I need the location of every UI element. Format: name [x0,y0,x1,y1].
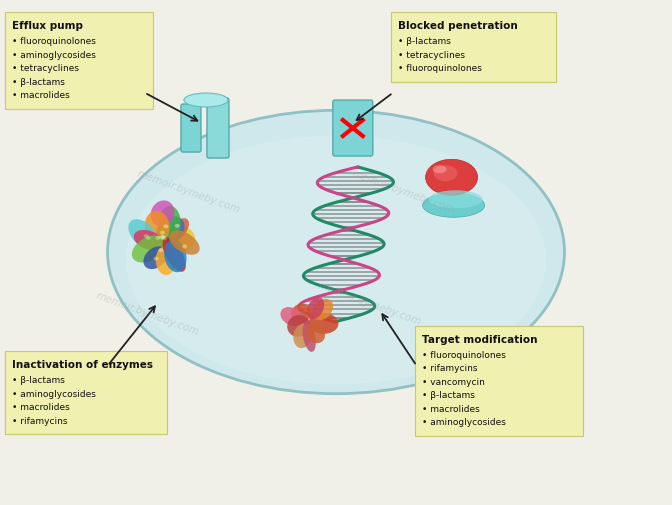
Text: • β-lactams: • β-lactams [11,375,65,384]
Text: • rifamycins: • rifamycins [421,364,477,373]
Ellipse shape [423,194,485,218]
Text: Efflux pump: Efflux pump [11,21,83,31]
Ellipse shape [144,212,169,243]
Ellipse shape [160,231,165,235]
Text: memoir.bymeby.com: memoir.bymeby.com [350,169,456,215]
Text: Inactivation of enzymes: Inactivation of enzymes [11,360,153,370]
Ellipse shape [143,247,167,270]
Ellipse shape [280,308,303,327]
FancyBboxPatch shape [5,351,167,434]
Text: • macrolides: • macrolides [11,91,69,100]
Text: • macrolides: • macrolides [421,404,479,413]
Ellipse shape [169,231,200,255]
Ellipse shape [159,207,181,241]
Ellipse shape [162,237,167,241]
Ellipse shape [151,201,175,227]
Ellipse shape [156,217,185,244]
Ellipse shape [159,249,163,252]
Text: Target modification: Target modification [421,334,537,344]
Ellipse shape [312,299,333,321]
Ellipse shape [175,224,179,228]
Text: • rifamycins: • rifamycins [11,416,67,425]
FancyBboxPatch shape [415,326,583,436]
Text: • β-lactams: • β-lactams [421,391,474,399]
Ellipse shape [159,236,164,240]
Text: memoir.bymeby.com: memoir.bymeby.com [317,280,423,326]
Text: • aminoglycosides: • aminoglycosides [421,418,505,427]
Ellipse shape [126,136,546,385]
Ellipse shape [167,227,195,252]
Text: • β-lactams: • β-lactams [398,37,451,46]
Ellipse shape [302,323,316,352]
Ellipse shape [163,238,186,272]
Text: • tetracyclines: • tetracyclines [398,50,465,60]
Text: • fluoroquinolones: • fluoroquinolones [11,37,95,46]
Ellipse shape [169,219,189,241]
Text: memoir.bymeby.com: memoir.bymeby.com [95,290,201,336]
Ellipse shape [429,191,482,209]
Ellipse shape [182,245,187,249]
Text: • fluoroquinolones: • fluoroquinolones [421,350,505,359]
Ellipse shape [294,324,312,348]
Ellipse shape [306,324,325,343]
Ellipse shape [184,94,228,108]
FancyBboxPatch shape [391,13,556,82]
Text: Blocked penetration: Blocked penetration [398,21,518,31]
Ellipse shape [161,235,165,239]
Ellipse shape [108,111,564,394]
FancyBboxPatch shape [5,13,153,110]
Ellipse shape [433,166,458,182]
Text: • aminoglycosides: • aminoglycosides [11,50,95,60]
Ellipse shape [146,236,151,240]
Ellipse shape [163,225,169,229]
Ellipse shape [291,304,311,323]
Ellipse shape [156,247,175,275]
FancyBboxPatch shape [181,105,201,153]
Ellipse shape [144,235,149,239]
Ellipse shape [155,236,161,240]
Ellipse shape [287,315,310,337]
Ellipse shape [308,313,339,334]
Ellipse shape [433,166,447,174]
Text: • tetracyclines: • tetracyclines [11,64,79,73]
Ellipse shape [134,230,163,250]
Text: • fluoroquinolones: • fluoroquinolones [398,64,482,73]
Ellipse shape [425,160,478,196]
Text: • vancomycin: • vancomycin [421,377,485,386]
FancyBboxPatch shape [207,99,229,159]
Ellipse shape [132,236,166,263]
FancyBboxPatch shape [333,101,373,157]
Ellipse shape [306,297,324,320]
Text: memoir.bymeby.com: memoir.bymeby.com [135,169,241,215]
Text: • aminoglycosides: • aminoglycosides [11,389,95,398]
Text: • β-lactams: • β-lactams [11,78,65,86]
Text: • macrolides: • macrolides [11,402,69,412]
Ellipse shape [164,240,187,273]
Ellipse shape [128,220,158,249]
Ellipse shape [153,257,159,261]
